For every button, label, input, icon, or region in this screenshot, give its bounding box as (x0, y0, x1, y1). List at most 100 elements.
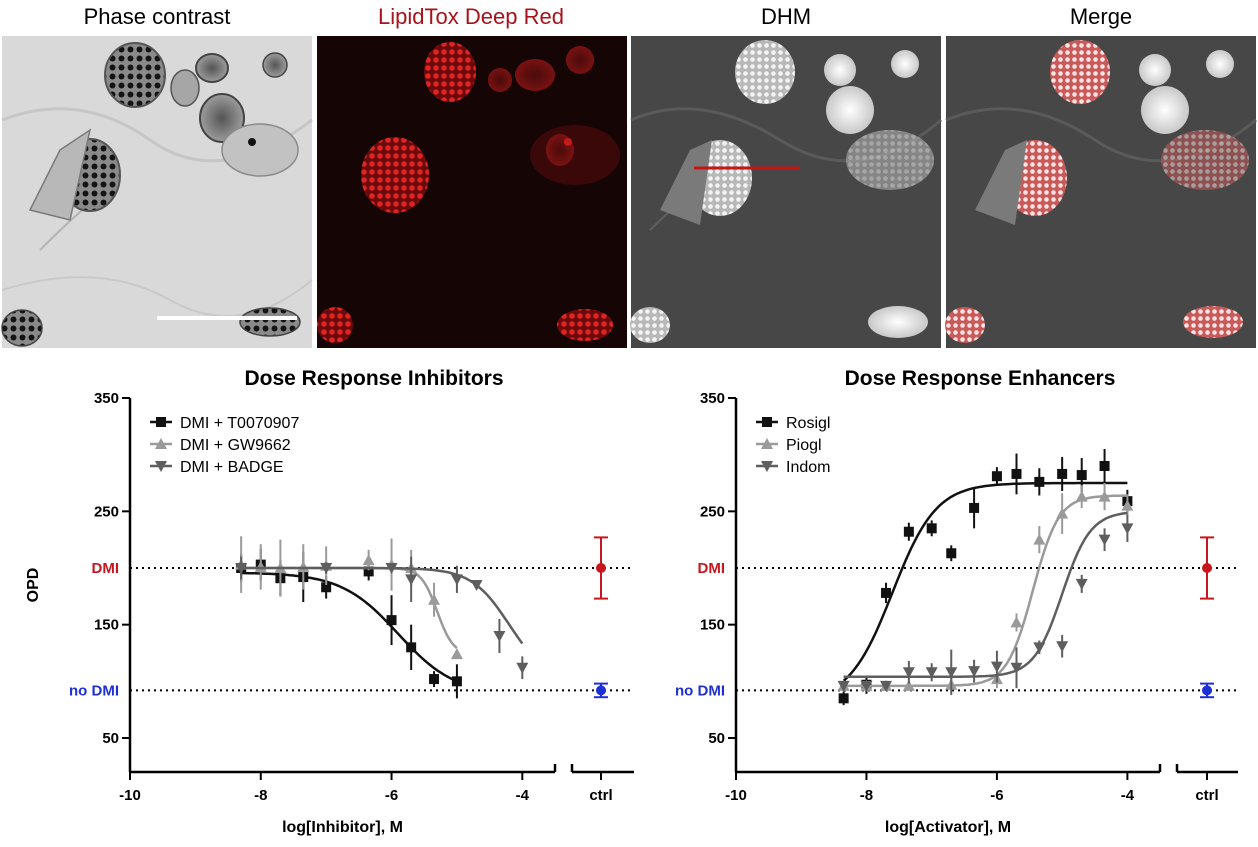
panel-title-lipidtox: LipidTox Deep Red (378, 4, 564, 29)
y-tick-label: 350 (700, 390, 725, 407)
data-point (925, 667, 938, 679)
ctrl-point (596, 563, 606, 573)
ctrl-tick-label: ctrl (589, 787, 612, 804)
series-2 (235, 556, 529, 680)
series-1 (837, 483, 1134, 692)
data-point (1010, 616, 1023, 628)
data-point (450, 574, 463, 586)
reference-label: no DMI (675, 682, 725, 699)
ctrl-point (596, 685, 606, 696)
data-point (880, 680, 893, 692)
data-point (362, 554, 375, 566)
series-0 (236, 548, 462, 699)
legend-label: Piogl (786, 437, 822, 454)
y-tick-label: 250 (94, 503, 119, 520)
legend-marker (761, 461, 773, 472)
y-tick-label: 50 (102, 730, 119, 747)
data-point (902, 679, 915, 691)
data-point (470, 580, 483, 591)
data-point (1034, 476, 1045, 487)
data-point (1057, 468, 1068, 479)
data-point (1075, 490, 1088, 502)
data-point (1075, 578, 1088, 590)
legend-label: Indom (786, 459, 830, 476)
series-2 (837, 511, 1134, 695)
x-tick-label: -6 (385, 787, 398, 804)
data-point (450, 648, 463, 660)
data-point (903, 526, 914, 537)
y-tick-label: 50 (708, 730, 725, 747)
x-tick-label: -4 (1121, 787, 1135, 804)
phase-contrast-image (1, 36, 313, 348)
panel-title-merge: Merge (1070, 4, 1132, 29)
x-tick-label: -10 (725, 787, 747, 804)
data-point (297, 560, 310, 572)
y-tick-label: 150 (700, 617, 725, 634)
panel-title-dhm: DHM (761, 4, 811, 29)
legend-marker (761, 438, 773, 449)
legend-label: DMI + T0070907 (180, 415, 299, 432)
reference-label: DMI (698, 560, 726, 577)
dhm-image (630, 36, 942, 348)
x-tick-label: -6 (990, 787, 1003, 804)
ctrl-point (1202, 563, 1212, 573)
data-point (1056, 641, 1069, 653)
chart-dose-response-enhancers: Dose Response Enhancers 50 150 250 350 -10 -8 -… (675, 367, 1238, 836)
series-1 (235, 536, 463, 660)
x-axis-label: log[Inhibitor], M (282, 819, 403, 836)
legend-marker (155, 438, 167, 449)
data-point (1033, 533, 1046, 545)
data-point (1121, 523, 1134, 535)
legend-marker (156, 417, 166, 427)
data-point (838, 693, 849, 704)
data-point (1098, 490, 1111, 502)
data-point (406, 642, 417, 653)
legend-marker (155, 461, 167, 472)
data-point (451, 676, 462, 687)
data-point (990, 661, 1003, 673)
series-fit-curve (241, 566, 458, 650)
data-point (235, 563, 248, 574)
data-point (1011, 468, 1022, 479)
x-tick-label: -8 (254, 787, 267, 804)
x-axis-label: log[Activator], M (885, 819, 1011, 836)
lipidtox-image (317, 36, 627, 348)
data-point (969, 502, 980, 513)
data-point (428, 593, 441, 605)
data-point (902, 667, 915, 679)
ctrl-tick-label: ctrl (1195, 787, 1218, 804)
x-tick-label: -10 (119, 787, 141, 804)
reference-label: no DMI (69, 682, 119, 699)
data-point (1121, 499, 1134, 511)
data-point (1010, 662, 1023, 674)
x-tick-label: -4 (516, 787, 530, 804)
merge-image (945, 36, 1257, 348)
legend-marker (762, 417, 772, 427)
chart-title: Dose Response Enhancers (845, 367, 1116, 390)
series-fit-curve (241, 571, 458, 683)
data-point (860, 680, 873, 692)
y-tick-label: 150 (94, 617, 119, 634)
data-point (386, 615, 397, 626)
x-tick-label: -8 (860, 787, 873, 804)
y-axis-label: OPD (25, 568, 42, 603)
data-point (837, 680, 850, 692)
y-tick-label: 250 (700, 503, 725, 520)
data-point (429, 674, 440, 685)
ctrl-point (1202, 685, 1212, 696)
data-point (1076, 470, 1087, 481)
chart-title: Dose Response Inhibitors (244, 367, 503, 390)
data-point (881, 587, 892, 598)
y-tick-label: 350 (94, 390, 119, 407)
legend-label: Rosigl (786, 415, 830, 432)
data-point (320, 563, 333, 574)
reference-label: DMI (92, 560, 120, 577)
data-point (946, 548, 957, 559)
data-point (385, 563, 398, 574)
data-point (405, 574, 418, 586)
panel-title-phase: Phase contrast (84, 4, 231, 29)
legend-label: DMI + BADGE (180, 459, 284, 476)
legend-label: DMI + GW9662 (180, 437, 291, 454)
data-point (1099, 461, 1110, 471)
